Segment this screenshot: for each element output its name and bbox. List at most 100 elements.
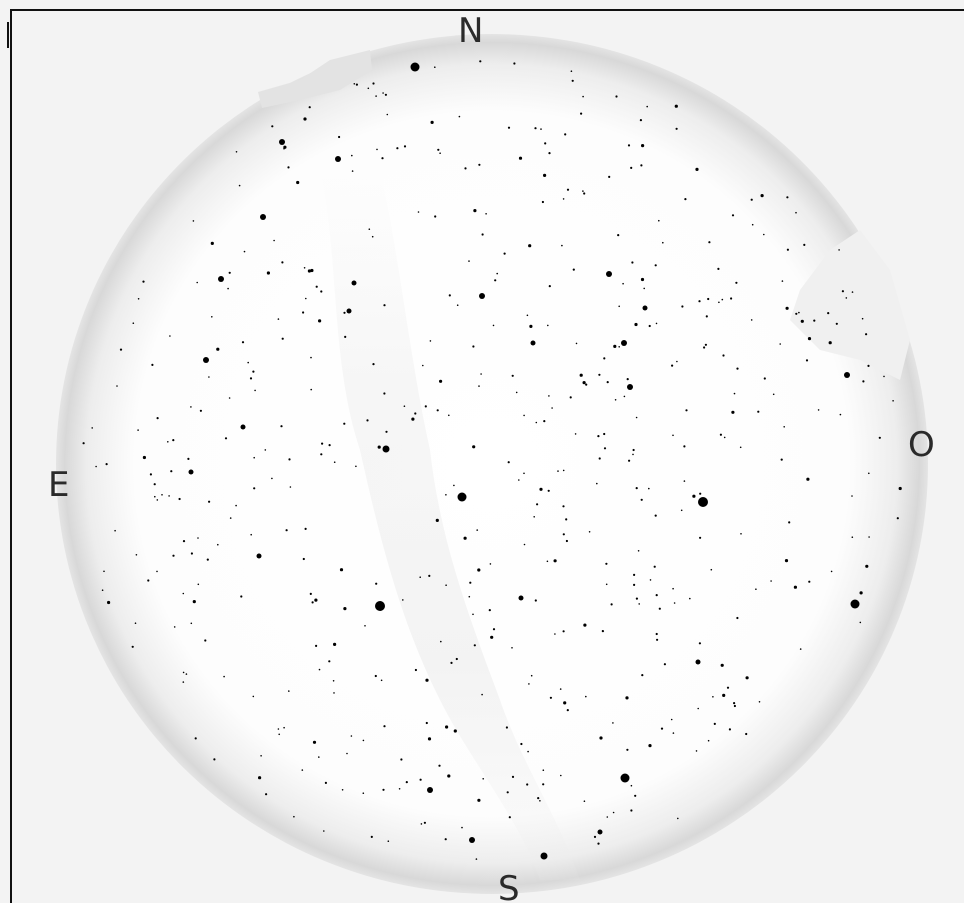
star: [634, 794, 637, 797]
star: [583, 623, 587, 627]
star: [260, 755, 262, 757]
star: [137, 298, 140, 300]
star: [859, 621, 862, 624]
star: [280, 425, 283, 428]
star: [527, 750, 529, 753]
star: [302, 557, 305, 561]
star: [638, 603, 640, 605]
star: [617, 234, 620, 237]
star: [630, 784, 633, 787]
star: [271, 125, 274, 128]
star: [403, 145, 407, 148]
star: [478, 163, 481, 166]
star: [719, 433, 723, 436]
star: [603, 447, 607, 450]
star: [253, 456, 255, 459]
star: [196, 281, 198, 284]
star: [635, 487, 638, 490]
star: [450, 661, 453, 665]
star: [156, 417, 159, 420]
star: [423, 821, 426, 824]
star: [593, 835, 597, 839]
star: [582, 381, 586, 385]
star: [655, 632, 658, 636]
star: [718, 301, 720, 304]
star: [482, 778, 485, 780]
star: [403, 405, 406, 408]
star: [249, 377, 253, 380]
star: [481, 233, 484, 236]
star: [383, 392, 386, 395]
star: [302, 311, 305, 314]
star: [485, 213, 487, 215]
star: [649, 579, 652, 581]
star: [654, 514, 657, 517]
star: [523, 414, 525, 417]
star: [631, 261, 634, 264]
star: [547, 489, 550, 492]
star: [182, 671, 185, 674]
star: [733, 704, 737, 708]
star: [883, 375, 885, 378]
star: [456, 304, 459, 307]
star: [697, 707, 699, 710]
star: [281, 337, 284, 340]
star: [511, 374, 514, 377]
star: [865, 564, 869, 568]
star: [382, 92, 384, 94]
star: [216, 347, 220, 351]
star: [671, 364, 674, 367]
star: [419, 778, 422, 781]
star: [170, 470, 173, 473]
star: [463, 536, 467, 540]
star: [303, 267, 306, 269]
star: [235, 504, 237, 507]
star: [197, 583, 200, 586]
star: [859, 591, 863, 595]
star: [892, 400, 894, 402]
star: [419, 576, 422, 578]
star: [698, 497, 708, 507]
north-label: N: [458, 11, 484, 51]
star: [438, 764, 441, 767]
star: [808, 580, 811, 583]
star: [722, 693, 726, 698]
star: [603, 432, 606, 436]
star: [626, 748, 629, 751]
star: [689, 597, 691, 600]
star: [596, 482, 598, 485]
star: [218, 276, 224, 282]
star: [137, 429, 139, 431]
star: [542, 769, 545, 771]
star: [172, 554, 175, 557]
star: [721, 298, 724, 301]
star: [735, 281, 738, 284]
star: [320, 453, 323, 456]
star: [630, 166, 633, 169]
star: [346, 752, 348, 755]
star: [755, 588, 757, 590]
star: [799, 648, 802, 650]
star: [227, 287, 229, 290]
star: [695, 659, 701, 665]
star: [674, 104, 678, 108]
horizon-obstruction: [790, 230, 910, 380]
star: [835, 322, 838, 325]
star: [333, 642, 337, 647]
star: [213, 758, 216, 761]
star: [803, 243, 806, 246]
star: [703, 346, 706, 349]
star: [560, 774, 562, 777]
star: [477, 568, 481, 572]
star: [627, 384, 633, 390]
star: [844, 372, 850, 378]
star: [565, 539, 569, 543]
star: [343, 422, 346, 425]
star: [786, 248, 790, 251]
star: [610, 603, 613, 606]
star: [142, 455, 146, 460]
star: [346, 308, 352, 314]
south-label: S: [498, 869, 520, 903]
star: [481, 693, 483, 696]
star: [182, 681, 185, 683]
